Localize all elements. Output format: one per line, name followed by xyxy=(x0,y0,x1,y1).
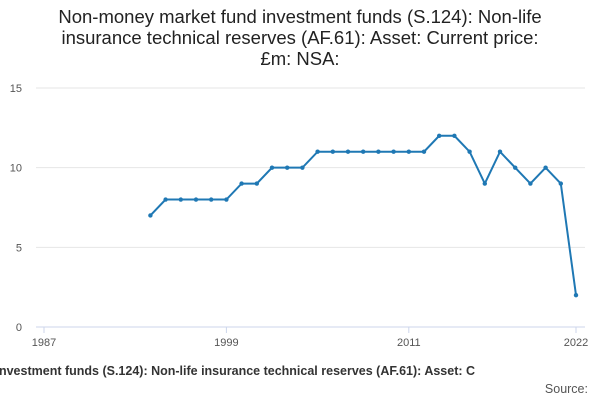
x-tick-label: 2011 xyxy=(397,337,421,349)
x-tick-label: 1999 xyxy=(214,337,238,349)
data-point xyxy=(528,181,533,186)
y-tick-label: 15 xyxy=(10,83,22,95)
data-point xyxy=(300,165,305,170)
legend-label: fund investment funds (S.124): Non-life … xyxy=(0,364,476,378)
series-line xyxy=(149,134,577,296)
data-point xyxy=(482,181,487,186)
y-tick-label: 5 xyxy=(16,242,22,254)
data-point xyxy=(467,149,472,154)
data-point xyxy=(209,197,214,202)
data-point xyxy=(361,149,366,154)
data-point xyxy=(543,165,548,170)
data-point xyxy=(285,165,290,170)
data-point xyxy=(315,149,320,154)
data-point xyxy=(376,149,381,154)
data-point xyxy=(437,133,442,138)
data-point xyxy=(391,149,396,154)
data-point xyxy=(497,149,503,154)
data-point xyxy=(558,181,563,186)
data-point xyxy=(178,197,183,202)
legend[interactable]: fund investment funds (S.124): Non-life … xyxy=(0,364,600,378)
data-point xyxy=(163,197,168,202)
data-point xyxy=(254,181,259,186)
chart-title-line-3: £m: NSA: xyxy=(260,48,340,69)
x-tick-label: 1987 xyxy=(32,337,56,349)
chart-title: Non-money market fund investment funds (… xyxy=(10,6,590,69)
data-point xyxy=(421,149,427,154)
data-point xyxy=(239,181,244,186)
data-point xyxy=(406,149,411,154)
data-point xyxy=(148,213,153,218)
data-point xyxy=(513,165,518,170)
data-point xyxy=(573,292,579,298)
data-point xyxy=(345,149,351,154)
data-point xyxy=(224,197,229,202)
x-tick-label: 2022 xyxy=(564,337,588,349)
source-label: Source: xyxy=(544,382,588,396)
data-point xyxy=(269,165,275,170)
data-point xyxy=(452,133,457,138)
y-tick-label: 0 xyxy=(16,322,22,334)
chart-title-line-1: Non-money market fund investment funds (… xyxy=(58,6,542,27)
data-point xyxy=(330,149,335,154)
data-point xyxy=(193,197,199,202)
y-tick-label: 10 xyxy=(10,163,22,175)
chart-title-line-2: insurance technical reserves (AF.61): As… xyxy=(61,27,539,48)
